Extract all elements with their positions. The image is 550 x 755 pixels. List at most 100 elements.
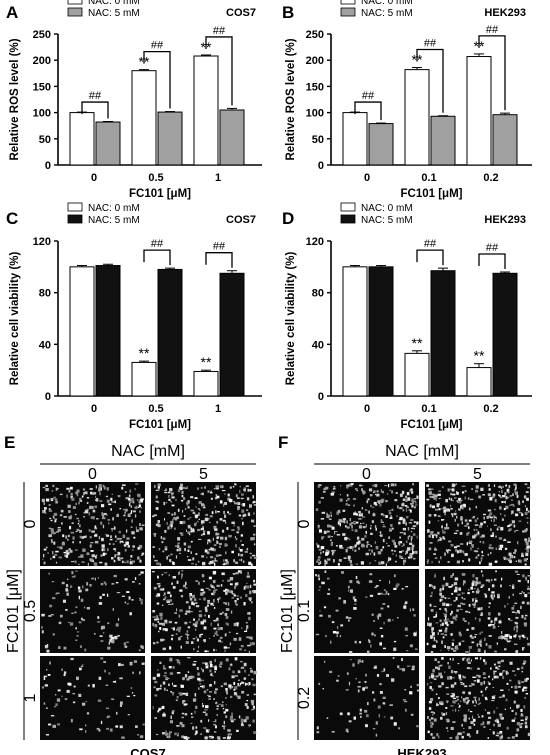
cell-speck [110, 497, 113, 501]
cell-speck [488, 488, 491, 491]
cell-speck [446, 646, 451, 650]
cell-speck [138, 504, 141, 507]
cell-speck [101, 537, 104, 542]
cell-speck [158, 622, 163, 625]
legend-swatch [67, 214, 83, 224]
cell-speck [526, 601, 530, 605]
cell-speck [481, 694, 484, 697]
cell-speck [85, 724, 87, 727]
cell-speck [358, 525, 362, 529]
cell-speck [215, 688, 218, 691]
cell-speck [97, 621, 101, 623]
cell-speck [395, 584, 398, 588]
cell-speck [71, 576, 76, 578]
cell-speck [483, 516, 485, 520]
cell-speck [324, 563, 326, 566]
cell-speck [385, 590, 388, 595]
cell-speck [247, 674, 250, 676]
cell-speck [70, 719, 73, 723]
cell-speck [450, 620, 454, 624]
cell-speck [335, 609, 339, 612]
cell-speck [75, 606, 78, 608]
cell-speck [440, 537, 442, 541]
cell-speck [371, 632, 374, 636]
cell-speck [524, 563, 527, 566]
cell-speck [178, 725, 181, 727]
cell-speck [415, 648, 418, 650]
cell-speck [96, 727, 100, 730]
cell-speck [410, 488, 413, 491]
cell-speck [100, 720, 103, 725]
cell-speck [79, 530, 82, 533]
cell-speck [191, 641, 194, 644]
cell-speck [345, 728, 349, 732]
cell-speck [213, 627, 217, 630]
cell-speck [401, 503, 405, 507]
cell-speck [236, 623, 239, 627]
cell-speck [413, 614, 416, 617]
cell-speck [206, 689, 209, 691]
cell-speck [85, 588, 89, 592]
cell-speck [327, 593, 331, 595]
cell-speck [66, 689, 70, 693]
cell-speck [233, 637, 237, 641]
cell-speck [464, 716, 467, 719]
cell-speck [466, 667, 470, 670]
significance-hash: ## [213, 25, 226, 37]
cell-speck [410, 503, 413, 505]
cell-speck [350, 563, 352, 567]
cell-speck [199, 683, 202, 685]
cell-speck [48, 508, 51, 511]
cell-speck [76, 489, 80, 493]
cell-speck [215, 554, 219, 557]
cell-speck [101, 625, 105, 629]
cell-speck [186, 529, 188, 533]
cell-speck [455, 529, 459, 532]
cell-speck [332, 631, 337, 634]
cell-speck [346, 500, 348, 502]
cell-speck [249, 504, 252, 508]
cell-speck [410, 536, 413, 540]
cell-speck [478, 495, 481, 499]
cell-speck [55, 561, 58, 564]
cell-speck [160, 684, 162, 688]
cell-speck [152, 515, 155, 518]
cell-speck [183, 520, 186, 524]
cell-speck [179, 662, 181, 665]
cell-speck [207, 599, 210, 602]
cell-speck [470, 544, 474, 547]
cell-speck [246, 582, 248, 584]
y-tick-label: 150 [33, 81, 51, 93]
cell-speck [161, 573, 164, 576]
cell-speck [454, 586, 458, 590]
significance-bracket [354, 101, 382, 121]
cell-speck [67, 538, 69, 541]
cell-speck [203, 690, 207, 694]
cell-speck [220, 627, 223, 630]
cell-speck [471, 603, 475, 606]
cell-speck [228, 534, 232, 538]
cell-speck [353, 498, 357, 500]
cell-speck [395, 492, 398, 494]
cell-speck [432, 723, 434, 725]
cell-speck [241, 690, 245, 694]
cell-speck [233, 559, 235, 563]
cell-speck [412, 548, 414, 552]
cell-speck [232, 486, 235, 488]
cell-speck [394, 574, 396, 578]
cell-speck [416, 523, 419, 525]
cell-speck [111, 583, 115, 585]
cell-speck [252, 590, 257, 594]
cell-speck [187, 531, 191, 534]
cell-speck [70, 495, 73, 499]
cell-speck [515, 491, 518, 495]
cell-speck [498, 636, 501, 639]
cell-speck [487, 721, 491, 723]
cell-speck [210, 622, 212, 626]
cell-speck [409, 608, 411, 612]
cell-speck [233, 501, 235, 503]
cell-speck [431, 534, 435, 537]
cell-speck [415, 550, 418, 554]
cell-speck [239, 648, 242, 651]
